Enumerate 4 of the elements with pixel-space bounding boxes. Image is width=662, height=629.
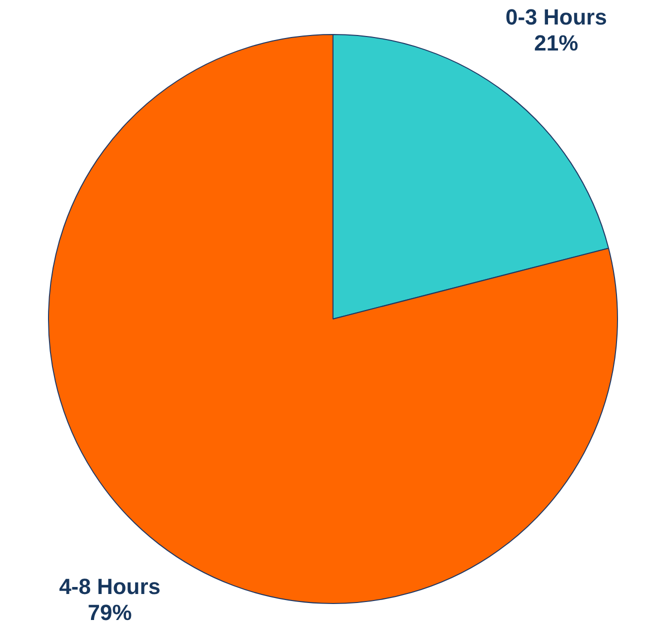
slice-label: 4-8 Hours — [59, 574, 161, 600]
slice-label: 0-3 Hours — [505, 4, 607, 30]
data-label: 79% — [88, 600, 132, 626]
data-label: 21% — [534, 30, 578, 56]
